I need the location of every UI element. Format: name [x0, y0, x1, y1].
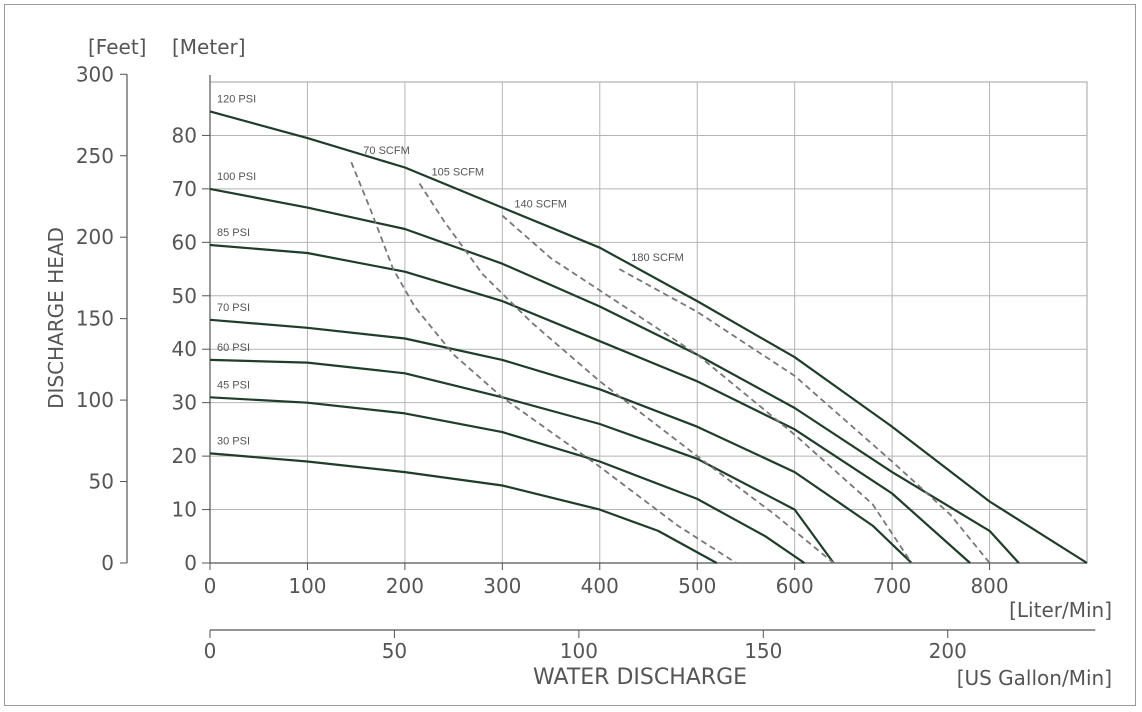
- x-tick-label-gallon: 150: [744, 639, 782, 663]
- series-layer: [209, 110, 1088, 564]
- y-tick-label-meter: 0: [184, 551, 197, 575]
- scfm-line-105-scfm: [418, 183, 835, 564]
- psi-label: 120 PSI: [217, 93, 256, 105]
- y-tick-label-feet: 150: [76, 307, 114, 331]
- y-tick-label-feet: 100: [76, 388, 114, 412]
- psi-label: 100 PSI: [217, 171, 256, 183]
- scfm-label: 70 SCFM: [363, 145, 409, 157]
- x-tick-label-liter: 100: [288, 574, 326, 598]
- x-tick-label-liter: 200: [386, 574, 424, 598]
- y-tick-label-meter: 80: [172, 123, 197, 147]
- x-tick-label-liter: 0: [204, 574, 217, 598]
- y-tick-label-meter: 20: [172, 444, 197, 468]
- scfm-label: 140 SCFM: [514, 199, 567, 211]
- scfm-line-70-scfm: [350, 161, 737, 564]
- psi-curve-45-psi: [209, 396, 806, 564]
- y-tick-label-meter: 40: [172, 337, 197, 361]
- scfm-line-140-scfm: [501, 214, 913, 564]
- x-unit-gallon: [US Gallon/Min]: [957, 666, 1112, 690]
- psi-curve-120-psi: [209, 110, 1088, 564]
- y-tick-label-feet: 50: [89, 470, 114, 494]
- x-tick-label-liter: 500: [678, 574, 716, 598]
- scfm-line-180-scfm: [618, 268, 991, 564]
- x-axis-title: WATER DISCHARGE: [533, 665, 747, 690]
- psi-label: 85 PSI: [217, 227, 250, 239]
- psi-label: 45 PSI: [217, 379, 250, 391]
- psi-curve-85-psi: [209, 243, 971, 564]
- x-tick-label-liter: 400: [581, 574, 619, 598]
- y-axis-title: DISCHARGE HEAD: [44, 227, 68, 409]
- psi-curve-30-psi: [209, 452, 718, 564]
- x-tick-label-liter: 300: [483, 574, 521, 598]
- psi-label: 30 PSI: [217, 435, 250, 447]
- y-tick-label-meter: 50: [172, 284, 197, 308]
- x-tick-label-gallon: 0: [204, 639, 217, 663]
- x-tick-label-liter: 600: [776, 574, 814, 598]
- y-tick-label-feet: 250: [76, 144, 114, 168]
- psi-curve-100-psi: [209, 187, 1020, 564]
- y-tick-label-feet: 0: [101, 551, 114, 575]
- x-tick-label-gallon: 100: [560, 639, 598, 663]
- y-tick-label-feet: 200: [76, 225, 114, 249]
- labels-layer: 120 PSI 100 PSI 85 PSI 70 PSI 60 PSI 45 PSI 30…: [217, 93, 684, 447]
- psi-label: 60 PSI: [217, 342, 250, 354]
- scfm-label: 180 SCFM: [631, 252, 684, 264]
- chart-frame: [4, 4, 1136, 706]
- psi-label: 70 PSI: [217, 302, 250, 314]
- y-tick-label-meter: 70: [172, 177, 197, 201]
- x-unit-liter: [Liter/Min]: [1009, 598, 1112, 622]
- psi-curve-60-psi: [209, 358, 835, 564]
- scfm-label: 105 SCFM: [432, 167, 485, 179]
- x-tick-label-gallon: 200: [929, 639, 967, 663]
- grid: [209, 81, 1088, 564]
- x-tick-label-liter: 700: [873, 574, 911, 598]
- psi-curve-70-psi: [209, 318, 913, 564]
- y-unit-feet: [Feet]: [88, 35, 146, 59]
- x-tick-label-gallon: 50: [382, 639, 407, 663]
- axes: 0 100 200 300 400 500 600 700 800010203040506070…: [76, 62, 1096, 663]
- y-tick-label-meter: 60: [172, 230, 197, 254]
- y-tick-label-feet: 300: [76, 62, 114, 86]
- y-unit-meter: [Meter]: [172, 35, 246, 59]
- y-tick-label-meter: 30: [172, 391, 197, 415]
- y-tick-label-meter: 10: [172, 498, 197, 522]
- x-tick-label-liter: 800: [970, 574, 1008, 598]
